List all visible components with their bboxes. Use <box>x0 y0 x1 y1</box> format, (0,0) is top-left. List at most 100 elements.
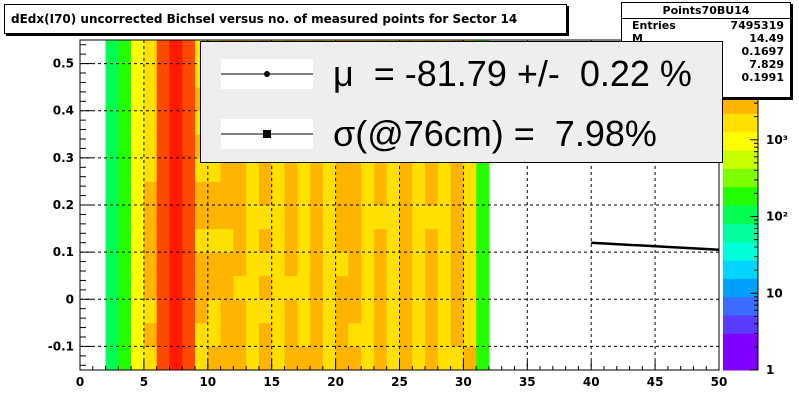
x-tick-label: 20 <box>327 375 344 389</box>
stats-value: 7495319 <box>730 19 784 32</box>
heatmap-cell <box>463 205 477 230</box>
heatmap-cell <box>131 87 145 112</box>
palette-swatch <box>723 205 758 224</box>
heatmap-cell <box>156 40 170 65</box>
heatmap-cell <box>348 252 362 277</box>
heatmap-cell <box>322 322 337 347</box>
heatmap-cell <box>322 205 337 230</box>
heatmap-cell <box>437 299 452 324</box>
heatmap-cell <box>118 299 132 324</box>
fit-legend-row-mean: μ = -81.79 +/- 0.22 % <box>201 44 722 104</box>
palette-swatch <box>723 131 758 151</box>
heatmap-cell <box>246 181 260 206</box>
heatmap-cell <box>118 275 132 300</box>
z-tick-label: 10³ <box>766 133 788 147</box>
heatmap-cell <box>297 322 311 347</box>
heatmap-cell <box>233 157 247 182</box>
heatmap-cell <box>143 322 158 347</box>
heatmap-cell <box>335 299 349 324</box>
heatmap-cell <box>105 40 119 65</box>
palette-swatch <box>723 296 758 316</box>
heatmap-cell <box>399 299 413 324</box>
heatmap-cell <box>182 322 196 347</box>
heatmap-cell <box>118 157 132 182</box>
stats-row: Entries 7495319 <box>622 19 790 32</box>
heatmap-cell <box>322 228 337 253</box>
heatmap-cell <box>310 346 324 371</box>
heatmap-cell <box>156 228 170 253</box>
heatmap-cell <box>284 275 298 300</box>
heatmap-cell <box>195 299 209 324</box>
heatmap-cell <box>450 252 464 277</box>
heatmap-cell <box>412 275 426 300</box>
heatmap-cell <box>271 322 285 347</box>
heatmap-cell <box>450 205 464 230</box>
y-tick-label: 0.5 <box>53 57 74 71</box>
heatmap-cell <box>143 181 158 206</box>
heatmap-cell <box>156 252 170 277</box>
heatmap-cell <box>233 205 247 230</box>
heatmap-cell <box>310 157 324 182</box>
x-tick-label: 0 <box>76 375 84 389</box>
heatmap-cell <box>220 228 234 253</box>
heatmap-cell <box>386 252 400 277</box>
heatmap-cell <box>425 228 439 253</box>
heatmap-cell <box>348 205 362 230</box>
heatmap-cell <box>412 205 426 230</box>
heatmap-cell <box>105 299 119 324</box>
heatmap-cell <box>143 110 158 135</box>
heatmap-cell <box>335 228 349 253</box>
heatmap-cell <box>207 322 222 347</box>
heatmap-cell <box>386 157 400 182</box>
heatmap-cell <box>437 252 452 277</box>
heatmap-cell <box>156 63 170 88</box>
heatmap-cell <box>246 299 260 324</box>
heatmap-cell <box>143 275 158 300</box>
heatmap-cell <box>118 110 132 135</box>
palette-swatch <box>723 241 758 261</box>
stats-name: Points70BU14 <box>622 3 790 19</box>
heatmap-cell <box>437 228 452 253</box>
heatmap-cell <box>156 322 170 347</box>
heatmap-cell <box>156 181 170 206</box>
heatmap-cell <box>284 157 298 182</box>
heatmap-cell <box>118 205 132 230</box>
heatmap-cell <box>437 205 452 230</box>
heatmap-cell <box>284 322 298 347</box>
heatmap-cell <box>118 252 132 277</box>
heatmap-cell <box>156 346 170 371</box>
heatmap-cell <box>220 205 234 230</box>
heatmap-cell <box>412 252 426 277</box>
heatmap-cell <box>476 299 490 324</box>
heatmap-cell <box>335 252 349 277</box>
heatmap-cell <box>118 134 132 159</box>
heatmap-cell <box>425 181 439 206</box>
heatmap-cell <box>131 134 145 159</box>
heatmap-cell <box>195 205 209 230</box>
heatmap-cell <box>143 63 158 88</box>
heatmap-cell <box>412 322 426 347</box>
heatmap-cell <box>450 181 464 206</box>
heatmap-cell <box>373 228 388 253</box>
heatmap-cell <box>437 157 452 182</box>
y-axis: -0.1 0 0.1 0.2 0.3 0.4 0.5 <box>48 44 92 366</box>
heatmap-cell <box>399 252 413 277</box>
heatmap-cell <box>425 322 439 347</box>
stats-value: 14.49 <box>749 32 784 45</box>
heatmap-cell <box>156 134 170 159</box>
heatmap-cell <box>143 252 158 277</box>
heatmap-cell <box>233 299 247 324</box>
heatmap-cell <box>310 228 324 253</box>
x-axis: 0 5 10 15 20 25 30 35 40 45 50 <box>76 361 727 389</box>
heatmap-cell <box>233 252 247 277</box>
heatmap-cell <box>169 134 183 159</box>
heatmap-cell <box>207 252 222 277</box>
heatmap-cell <box>361 252 375 277</box>
heatmap-cell <box>425 275 439 300</box>
heatmap-cell <box>322 346 337 371</box>
heatmap-cell <box>182 157 196 182</box>
heatmap-cell <box>310 275 324 300</box>
heatmap-cell <box>335 322 349 347</box>
z-tick-label: 1 <box>766 363 774 377</box>
heatmap-cell <box>476 252 490 277</box>
